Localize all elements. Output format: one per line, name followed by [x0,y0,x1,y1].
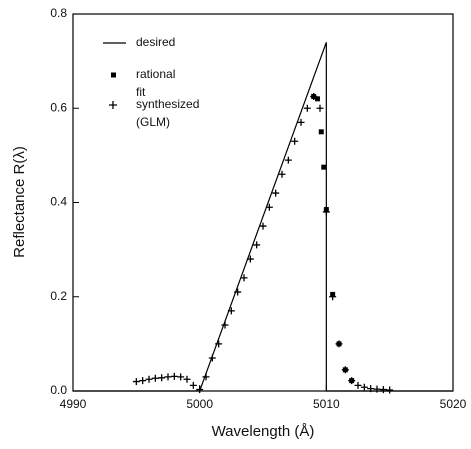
x-tick-label: 5010 [313,397,340,411]
synthesized-point [329,293,337,301]
synthesized-point [379,386,387,394]
synthesized-point [303,104,311,112]
legend-label: desired [136,35,175,49]
synthesized-point [189,381,197,389]
synthesized-point [183,375,191,383]
rational-fit-point [318,129,324,135]
legend-label-line: fit [136,85,146,99]
x-tick-label: 4990 [60,397,87,411]
synthesized-point [291,137,299,145]
legend-label-line: rational [136,67,175,81]
synthesized-point [348,377,356,385]
synthesized-point [196,386,204,394]
plot-frame [72,13,454,392]
synthesized-point [202,373,210,381]
synthesized-point [265,203,273,211]
x-tick-label: 5020 [440,397,467,411]
legend-label-line: synthesized [136,97,199,111]
y-tick-label: 0.2 [50,289,67,303]
synthesized-point [335,340,343,348]
rational-fit-point [314,96,320,102]
synthesized-point [170,372,178,380]
synthesized-point [259,222,267,230]
synthesized-point [221,321,229,329]
x-axis-title: Wavelength (Å) [212,423,315,440]
synthesized-point [373,385,381,393]
synthesized-point [360,383,368,391]
synthesized-point [215,340,223,348]
synthesized-point [316,104,324,112]
y-tick-label: 0.8 [50,6,67,20]
synthesized-point [310,92,318,100]
synthesized-point [240,274,248,282]
synthesized-point [139,377,147,385]
synthesized-point [367,385,375,393]
synthesized-point [227,307,235,315]
legend-square [111,72,116,78]
y-tick-label: 0.0 [50,383,67,397]
synthesized-point [322,208,330,216]
legend-label-line: (GLM) [136,115,170,129]
synthesized-point [386,386,394,394]
synthesized-point [177,373,185,381]
synthesized-point [151,374,159,382]
synthesized-point [272,189,280,197]
legend-label: synthesized (GLM) [136,97,199,129]
desired-line [73,42,453,392]
synthesized-point [297,118,305,126]
y-axis-title: Reflectance R(λ) [11,146,28,258]
rational-fit-point [321,164,327,170]
y-tick-label: 0.6 [50,100,67,114]
synthesized-point [234,288,242,296]
legend-label: rational fit [136,67,175,99]
synthesized-point [164,373,172,381]
synthesized-point [341,366,349,374]
legend-plus [109,101,117,109]
synthesized-point [145,375,153,383]
synthesized-point [284,156,292,164]
synthesized-point [253,241,261,249]
synthesized-point [208,354,216,362]
y-tick-label: 0.4 [50,195,67,209]
x-tick-label: 5000 [186,397,213,411]
synthesized-point [354,381,362,389]
synthesized-point [246,255,254,263]
synthesized-point [278,170,286,178]
synthesized-point [158,374,166,382]
synthesized-point [132,378,140,386]
